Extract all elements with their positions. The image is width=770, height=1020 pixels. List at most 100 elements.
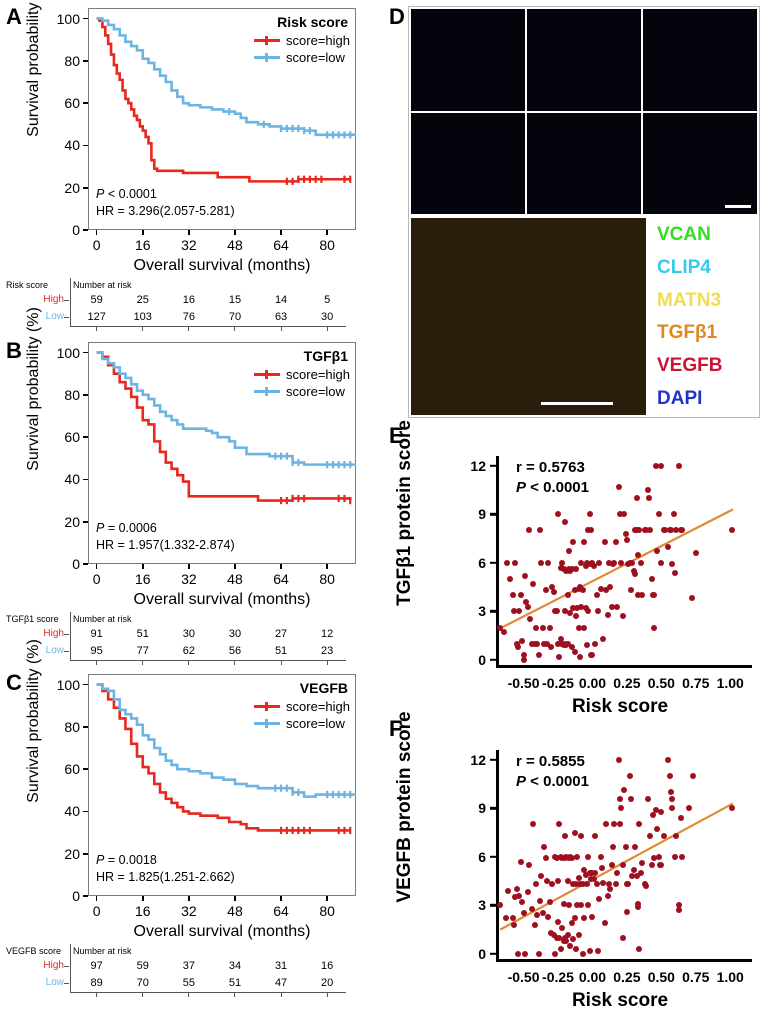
data-point bbox=[621, 511, 628, 518]
data-point bbox=[550, 931, 557, 938]
y-tick-label: 100 bbox=[56, 676, 80, 693]
data-point bbox=[570, 538, 577, 545]
risk-count: 91 bbox=[90, 628, 103, 640]
y-tick-mark bbox=[83, 229, 88, 231]
risk-count: 95 bbox=[90, 645, 103, 657]
data-point bbox=[586, 947, 593, 954]
data-point bbox=[661, 832, 668, 839]
data-point bbox=[541, 844, 548, 851]
data-point bbox=[501, 629, 508, 636]
x-tick-mark bbox=[141, 564, 144, 569]
x-tick-mark bbox=[188, 896, 190, 901]
data-point bbox=[672, 853, 679, 860]
data-point bbox=[519, 637, 526, 644]
risk-count: 30 bbox=[228, 628, 242, 640]
data-point bbox=[679, 853, 685, 860]
x-tick-label: 16 bbox=[134, 237, 151, 253]
data-point bbox=[601, 538, 608, 545]
x-tick-label: 0.25 bbox=[613, 675, 641, 691]
data-point bbox=[510, 608, 517, 615]
data-point bbox=[669, 795, 676, 802]
data-point bbox=[619, 613, 626, 620]
risk-axis-tick bbox=[188, 661, 190, 665]
data-point bbox=[577, 653, 584, 660]
plot-stats: P = 0.0006 HR = 1.957(1.332-2.874) bbox=[96, 521, 235, 553]
panel-letter-a: A bbox=[6, 4, 22, 29]
x-tick-mark bbox=[95, 230, 98, 235]
data-point bbox=[630, 567, 637, 574]
data-point bbox=[672, 569, 679, 576]
data-point bbox=[623, 537, 630, 544]
data-point bbox=[561, 832, 568, 839]
risk-table: VEGFB score Number at risk High 97 59 37 34 31 1… bbox=[0, 944, 390, 1006]
plot-stats: r = 0.5763 P < 0.0001 bbox=[516, 459, 589, 496]
data-point bbox=[629, 559, 636, 566]
panel-letter-e: E bbox=[389, 423, 404, 448]
x-tick-mark bbox=[95, 564, 98, 569]
risk-axis-tick bbox=[326, 661, 328, 665]
risk-table-group-label: TGFβ1 score bbox=[6, 614, 59, 624]
x-tick-mark bbox=[234, 896, 236, 901]
data-point bbox=[555, 918, 561, 925]
x-tick-label: 80 bbox=[319, 237, 335, 253]
km-plot-b: TGFβ1 score=high score=low P = 0.0006 HR = 1… bbox=[0, 307, 390, 666]
data-point bbox=[578, 902, 585, 909]
km-curve-high bbox=[96, 17, 351, 183]
risk-count: 30 bbox=[321, 311, 334, 323]
scatter-plot-f: r = 0.5855 P < 0.0001 0 3 6 9 12 -0.50 -0.25 0.00… bbox=[394, 711, 768, 1012]
legend-row-low: score=low bbox=[254, 716, 350, 731]
y-tick-mark bbox=[490, 855, 497, 858]
data-point bbox=[612, 538, 619, 545]
data-point bbox=[692, 550, 699, 557]
risk-count: 103 bbox=[133, 311, 152, 323]
risk-count: 77 bbox=[136, 645, 149, 657]
risk-table-baseline bbox=[70, 326, 346, 327]
panel-letter-c: C bbox=[6, 670, 22, 695]
data-point bbox=[571, 829, 578, 836]
regression-line-svg bbox=[499, 508, 734, 630]
x-tick-mark bbox=[188, 564, 190, 569]
x-tick-mark bbox=[326, 230, 328, 235]
x-tick-label: -0.50 bbox=[507, 675, 540, 691]
km-curve-low bbox=[96, 683, 356, 798]
data-point bbox=[572, 566, 579, 573]
y-tick-mark bbox=[83, 17, 88, 20]
km-curves bbox=[96, 351, 356, 505]
y-tick-mark bbox=[83, 102, 88, 104]
data-point bbox=[625, 881, 632, 888]
y-axis-label: Survival probability (%) bbox=[25, 639, 42, 803]
data-point bbox=[564, 640, 571, 647]
y-tick-mark bbox=[83, 144, 88, 147]
data-point bbox=[647, 832, 654, 839]
data-point bbox=[571, 915, 578, 922]
risk-table-baseline bbox=[70, 660, 346, 661]
legend-row-high: score=high bbox=[254, 33, 350, 48]
data-point bbox=[633, 495, 640, 502]
data-point bbox=[568, 920, 575, 927]
data-point bbox=[524, 889, 531, 896]
y-tick-label: 40 bbox=[64, 137, 80, 154]
legend-marker-high bbox=[254, 702, 281, 711]
data-point bbox=[651, 624, 658, 631]
risk-count: 127 bbox=[87, 311, 106, 323]
y-tick-mark bbox=[83, 436, 88, 438]
risk-axis-tick bbox=[142, 327, 144, 331]
x-tick-label: 80 bbox=[319, 903, 335, 919]
data-point bbox=[582, 871, 589, 878]
y-tick-label: 3 bbox=[478, 603, 486, 620]
data-point bbox=[539, 910, 546, 917]
data-point bbox=[564, 592, 571, 599]
y-tick-mark bbox=[83, 394, 88, 396]
y-tick-label: 60 bbox=[64, 95, 80, 112]
legend-label-high: score=high bbox=[286, 699, 350, 714]
risk-row-label-high: High bbox=[43, 294, 64, 305]
data-point bbox=[568, 855, 575, 862]
risk-count: 59 bbox=[90, 294, 103, 306]
risk-count: 62 bbox=[182, 645, 195, 657]
y-tick-label: 12 bbox=[470, 751, 486, 768]
data-point bbox=[506, 576, 513, 582]
legend-row-low: score=low bbox=[254, 384, 350, 399]
data-point bbox=[669, 805, 676, 812]
data-point bbox=[592, 640, 599, 647]
x-tick-label: 1.00 bbox=[716, 969, 744, 985]
